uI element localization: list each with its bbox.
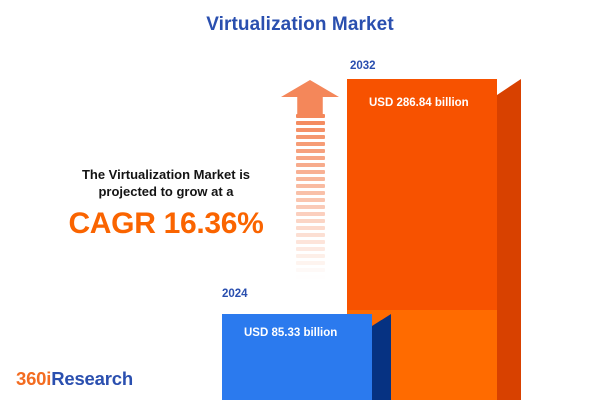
arrow-stripe <box>296 177 325 181</box>
bar-value-2032: USD 286.84 billion <box>369 97 469 109</box>
bar-2024-side-face <box>372 314 391 400</box>
arrow-stripe <box>296 212 325 216</box>
arrow-stripe <box>296 198 325 202</box>
arrow-stripe <box>296 261 325 265</box>
bar-2032 <box>347 79 521 400</box>
arrow-stripe <box>296 233 325 237</box>
cagr-value-text: CAGR 16.36% <box>68 207 264 240</box>
logo-text-blue: Research <box>51 368 133 389</box>
cagr-callout: The Virtualization Market is projected t… <box>62 166 270 241</box>
brand-logo: 360iResearch <box>16 368 133 390</box>
page-title: Virtualization Market <box>206 14 394 35</box>
arrow-stripe <box>296 226 325 230</box>
arrow-stripe <box>296 121 325 125</box>
arrow-stripe <box>296 240 325 244</box>
bar-value-2024: USD 85.33 billion <box>244 327 338 339</box>
bar-2032-side-face <box>497 79 521 400</box>
growth-arrow-icon <box>281 80 341 300</box>
arrow-stripe <box>296 275 325 279</box>
arrow-stripe <box>296 170 325 174</box>
arrow-shaft-stripes <box>296 114 325 300</box>
bar-2024-front <box>222 314 372 400</box>
arrow-stripe <box>296 205 325 209</box>
arrow-stripe <box>296 184 325 188</box>
arrow-stripe <box>296 135 325 139</box>
arrow-stripe <box>296 191 325 195</box>
year-label-2024: 2024 <box>222 288 248 300</box>
arrow-stripe <box>296 219 325 223</box>
arrow-stripe <box>296 142 325 146</box>
arrow-stripe <box>296 114 325 118</box>
arrow-stripe <box>296 163 325 167</box>
year-label-2032: 2032 <box>350 60 376 72</box>
arrow-head-icon <box>281 80 339 114</box>
arrow-stripe <box>296 128 325 132</box>
arrow-stripe <box>296 247 325 251</box>
bar-2032-front-upper <box>347 79 497 310</box>
bar-2024 <box>222 314 391 400</box>
arrow-stripe <box>296 156 325 160</box>
cagr-lead-text: The Virtualization Market is projected t… <box>81 167 251 199</box>
arrow-stripe <box>296 268 325 272</box>
arrow-stripe <box>296 254 325 258</box>
arrow-stripe <box>296 149 325 153</box>
logo-text-orange: 360i <box>16 368 52 389</box>
